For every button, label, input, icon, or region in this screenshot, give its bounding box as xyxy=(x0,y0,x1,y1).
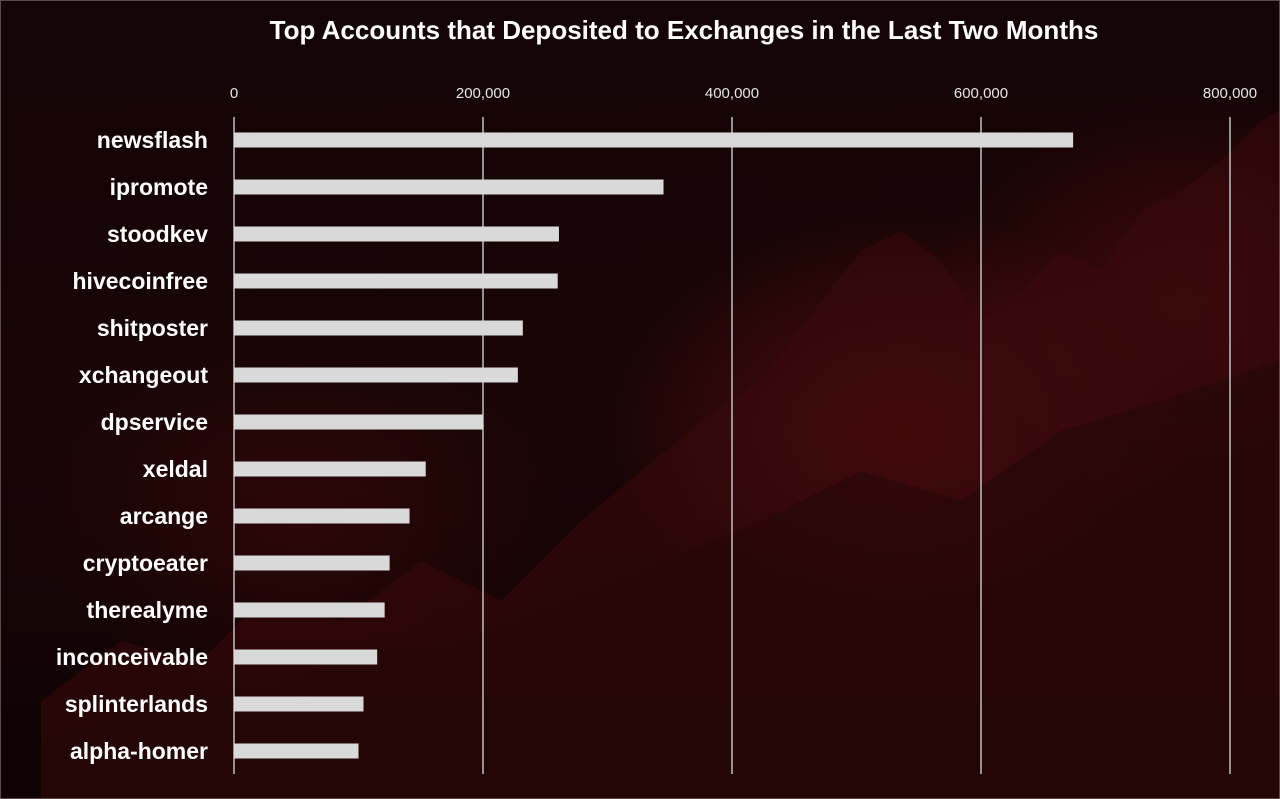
category-label: inconceivable xyxy=(56,644,208,670)
category-label: shitposter xyxy=(97,315,208,341)
bar xyxy=(234,273,558,289)
x-tick-label: 0 xyxy=(230,85,238,102)
bar xyxy=(234,226,559,242)
bar xyxy=(234,414,483,430)
category-label: dpservice xyxy=(101,409,208,435)
bar xyxy=(234,367,518,383)
category-label: hivecoinfree xyxy=(73,268,209,294)
category-label: cryptoeater xyxy=(83,550,208,576)
bar xyxy=(234,508,410,524)
bar xyxy=(234,179,664,195)
category-label: ipromote xyxy=(110,174,208,200)
category-label: arcange xyxy=(120,503,208,529)
category-label: splinterlands xyxy=(65,691,208,717)
category-label: xchangeout xyxy=(79,362,208,388)
category-label: newsflash xyxy=(97,127,208,153)
bar xyxy=(234,555,390,571)
category-label: stoodkev xyxy=(107,221,208,247)
bar xyxy=(234,461,426,477)
category-label: alpha-homer xyxy=(70,738,208,764)
bar xyxy=(234,602,385,618)
category-label: xeldal xyxy=(143,456,208,482)
x-tick-label: 400,000 xyxy=(705,85,759,102)
bar xyxy=(234,743,359,759)
chart-title: Top Accounts that Deposited to Exchanges… xyxy=(269,15,1099,45)
x-tick-label: 600,000 xyxy=(954,85,1008,102)
x-tick-label: 200,000 xyxy=(456,85,510,102)
bar xyxy=(234,320,523,336)
bar xyxy=(234,649,378,665)
x-tick-label: 800,000 xyxy=(1203,85,1257,102)
category-label: therealyme xyxy=(87,597,208,623)
bar xyxy=(234,132,1074,148)
bar xyxy=(234,696,364,712)
